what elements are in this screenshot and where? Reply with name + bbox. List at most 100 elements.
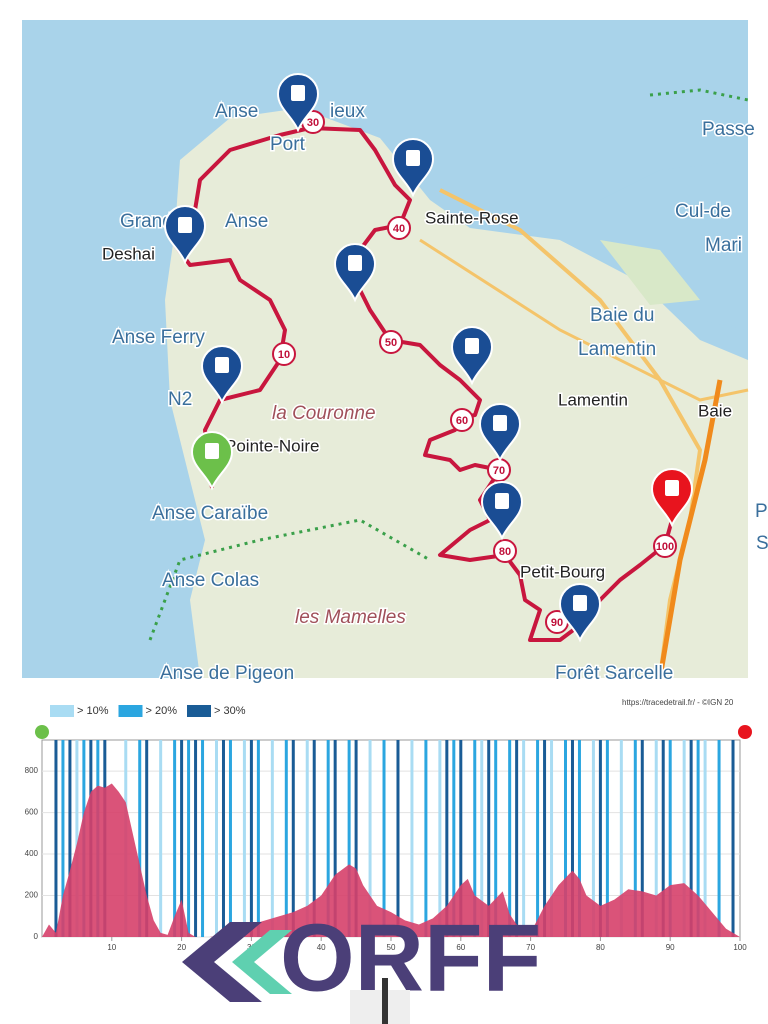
place-label: N2 <box>168 389 192 410</box>
mangrove <box>600 240 700 305</box>
x-tick-label: 70 <box>526 943 535 952</box>
land <box>165 108 748 678</box>
km-label: 90 <box>551 617 563 629</box>
slope-bar <box>731 740 735 937</box>
slope-bar <box>201 740 205 937</box>
slope-bar <box>494 740 498 937</box>
y-tick-label: 800 <box>25 766 39 775</box>
x-tick-label: 50 <box>387 943 396 952</box>
slope-bar <box>480 740 484 937</box>
place-label: la Couronne <box>272 403 376 424</box>
pin <box>478 403 522 463</box>
place-label: ieux <box>330 101 365 122</box>
slope-bar <box>605 740 609 937</box>
pin-icon <box>493 415 507 431</box>
y-tick-label: 600 <box>25 808 39 817</box>
slope-bar <box>410 740 414 937</box>
km-label: 70 <box>493 465 505 477</box>
slope-bar <box>354 740 358 937</box>
road <box>419 238 749 402</box>
slope-bar <box>228 740 232 937</box>
slope-bar <box>598 740 602 937</box>
pin-icon <box>406 150 420 166</box>
logo-text: ORFF <box>280 904 541 1011</box>
place-label: Mari <box>705 235 742 256</box>
place-label: Anse <box>215 101 258 122</box>
km-marker <box>653 534 677 558</box>
credit: https://tracedetrail.fr/ - ©IGN 20 <box>622 698 734 707</box>
slope-bar <box>54 740 58 937</box>
legend-label: > 10% <box>77 705 109 717</box>
legend-swatch <box>118 705 143 717</box>
pin <box>190 431 234 491</box>
pin-icon <box>348 255 362 271</box>
slope-bar <box>424 740 428 937</box>
place-label: Anse de Pigeon <box>160 663 294 684</box>
stand-pole <box>382 978 388 1024</box>
slope-bar <box>536 740 540 937</box>
place-label: Port <box>270 134 306 155</box>
x-tick-label: 20 <box>177 943 186 952</box>
slope-bar <box>522 740 526 937</box>
km-label: 80 <box>499 546 511 558</box>
y-tick-label: 0 <box>34 932 39 941</box>
slope-bar <box>577 740 581 937</box>
legend-label: > 20% <box>146 705 178 717</box>
slope-bar <box>256 740 260 937</box>
legend-label: > 30% <box>214 705 246 717</box>
slope-bar <box>473 740 477 937</box>
place-label: Anse Ferry <box>112 327 205 348</box>
km-marker <box>272 342 296 366</box>
slope-bar <box>242 740 246 937</box>
slope-bar <box>487 740 491 937</box>
slope-bar <box>438 740 442 937</box>
place-label: Anse Caraïbe <box>152 503 268 524</box>
pin <box>333 243 377 303</box>
legend-swatch <box>50 705 74 717</box>
km-label: 100 <box>656 541 674 553</box>
slope-bar <box>312 740 316 937</box>
slope-bar <box>619 740 623 937</box>
logo: ORFF <box>182 904 541 1024</box>
slope-bar <box>633 740 637 937</box>
km-marker <box>493 539 517 563</box>
x-tick-label: 10 <box>107 943 116 952</box>
x-tick-label: 60 <box>456 943 465 952</box>
pin-icon <box>573 595 587 611</box>
km-label: 50 <box>385 337 397 349</box>
slope-bar <box>564 740 567 937</box>
km-label: 40 <box>393 223 405 235</box>
place-label: les Mamelles <box>295 607 406 628</box>
slope-bar <box>550 740 554 937</box>
slope-bar <box>194 740 198 937</box>
km-marker <box>450 408 474 432</box>
elevation-area <box>42 783 740 937</box>
slope-bar <box>173 740 177 937</box>
slope-bar <box>138 740 142 937</box>
slope-bar <box>145 740 149 937</box>
pin <box>163 205 207 265</box>
x-tick-label: 100 <box>733 943 747 952</box>
pin-icon <box>665 480 679 496</box>
place-label: S <box>756 533 768 554</box>
place-label: Pe <box>755 501 768 522</box>
logo-chevron <box>182 922 262 1002</box>
y-tick-label: 200 <box>25 891 39 900</box>
place-label: Sainte-Rose <box>425 208 519 227</box>
finish-flag <box>738 725 752 739</box>
slope-bar <box>396 740 400 937</box>
slope-bar <box>508 740 512 937</box>
start-flag <box>35 725 49 739</box>
slope-bar <box>368 740 372 937</box>
slope-bar <box>717 740 721 937</box>
slope-bar <box>382 740 386 937</box>
slope-bar <box>270 740 274 937</box>
x-tick-label: 40 <box>317 943 326 952</box>
pin-icon <box>178 217 192 233</box>
stand <box>350 990 410 1024</box>
park-border <box>649 88 749 102</box>
pin <box>480 481 524 541</box>
slope-bar <box>215 740 218 937</box>
highway <box>657 379 723 679</box>
